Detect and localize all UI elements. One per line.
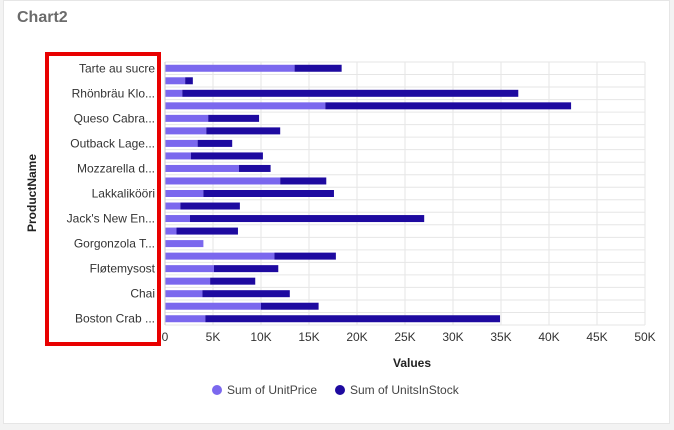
legend: Sum of UnitPrice Sum of UnitsInStock xyxy=(212,383,460,397)
bar-unitsinstock xyxy=(238,164,271,172)
bar-unitprice xyxy=(165,252,275,260)
bars xyxy=(165,64,572,323)
bar-unitprice xyxy=(165,177,281,185)
bar-unitprice xyxy=(165,139,198,147)
y-tick-label: Fløtemysost xyxy=(90,262,156,276)
bar-unitprice xyxy=(165,152,191,160)
x-tick-label: 25K xyxy=(394,330,415,344)
bar-unitprice xyxy=(165,302,261,310)
bar-unitsinstock xyxy=(189,215,425,223)
y-tick-label: Mozzarella d... xyxy=(77,161,155,175)
bar-unitsinstock xyxy=(208,114,260,122)
y-tick-label: Boston Crab ... xyxy=(75,312,155,326)
x-tick-label: 35K xyxy=(490,330,511,344)
bar-unitsinstock xyxy=(197,139,233,147)
bar-unitsinstock xyxy=(176,227,238,235)
bar-unitprice xyxy=(165,315,206,323)
bar-unitprice xyxy=(165,202,181,210)
chart-title: Chart2 xyxy=(17,9,68,26)
bar-unitprice xyxy=(165,77,186,85)
x-tick-label: 5K xyxy=(206,330,221,344)
x-tick-label: 0 xyxy=(162,330,169,344)
bar-unitprice xyxy=(165,215,190,223)
bar-unitsinstock xyxy=(210,277,256,285)
bar-unitprice xyxy=(165,89,183,97)
axes: 0 5K 10K 15K 20K 25K 30K 35K 40K 45K 50K Tarte au s… xyxy=(67,61,656,344)
bar-unitsinstock xyxy=(185,77,193,85)
y-tick-label: Jack's New En... xyxy=(67,212,155,226)
bar-unitsinstock xyxy=(280,177,327,185)
bar-unitsinstock xyxy=(202,290,290,298)
legend-marker xyxy=(335,385,345,395)
x-tick-label: 15K xyxy=(298,330,319,344)
bar-unitprice xyxy=(165,114,209,122)
bar-unitprice xyxy=(165,227,177,235)
bar-unitsinstock xyxy=(206,127,281,135)
legend-label: Sum of UnitPrice xyxy=(227,383,317,397)
y-tick-label: Queso Cabra... xyxy=(74,111,155,125)
y-tick-label: Rhönbräu Klo... xyxy=(72,86,155,100)
y-tick-label: Chai xyxy=(130,287,155,301)
bar-unitsinstock xyxy=(261,302,319,310)
bar-unitprice xyxy=(165,127,207,135)
bar-unitsinstock xyxy=(213,265,279,273)
bar-unitsinstock xyxy=(205,315,501,323)
bar-unitprice xyxy=(165,190,204,197)
highlight-box xyxy=(45,52,161,346)
x-tick-label: 30K xyxy=(442,330,463,344)
bar-unitprice xyxy=(165,102,326,110)
bar-unitsinstock xyxy=(274,252,336,260)
legend-marker xyxy=(212,385,222,395)
bar-unitprice xyxy=(165,277,211,285)
y-tick-label: Gorgonzola T... xyxy=(74,237,155,251)
x-tick-label: 10K xyxy=(250,330,271,344)
x-tick-label: 50K xyxy=(634,330,655,344)
x-tick-label: 40K xyxy=(538,330,559,344)
bar-unitprice xyxy=(165,290,203,298)
x-tick-label: 20K xyxy=(346,330,367,344)
bar-unitsinstock xyxy=(325,102,572,110)
bar-unitsinstock xyxy=(203,190,334,197)
bar-unitprice xyxy=(165,265,214,273)
y-tick-label: Tarte au sucre xyxy=(79,61,155,75)
bar-unitprice xyxy=(165,240,204,248)
x-axis-title: Values xyxy=(393,356,431,370)
y-axis-title: ProductName xyxy=(25,154,39,232)
bar-unitsinstock xyxy=(180,202,240,210)
x-tick-label: 45K xyxy=(586,330,607,344)
legend-label: Sum of UnitsInStock xyxy=(350,383,460,397)
bar-unitsinstock xyxy=(182,89,519,97)
y-tick-label: Lakkalikööri xyxy=(92,187,155,201)
bar-unitprice xyxy=(165,64,295,72)
bar-unitsinstock xyxy=(190,152,263,160)
bar-unitsinstock xyxy=(294,64,342,72)
bar-unitprice xyxy=(165,164,239,172)
y-tick-label: Outback Lage... xyxy=(70,136,155,150)
